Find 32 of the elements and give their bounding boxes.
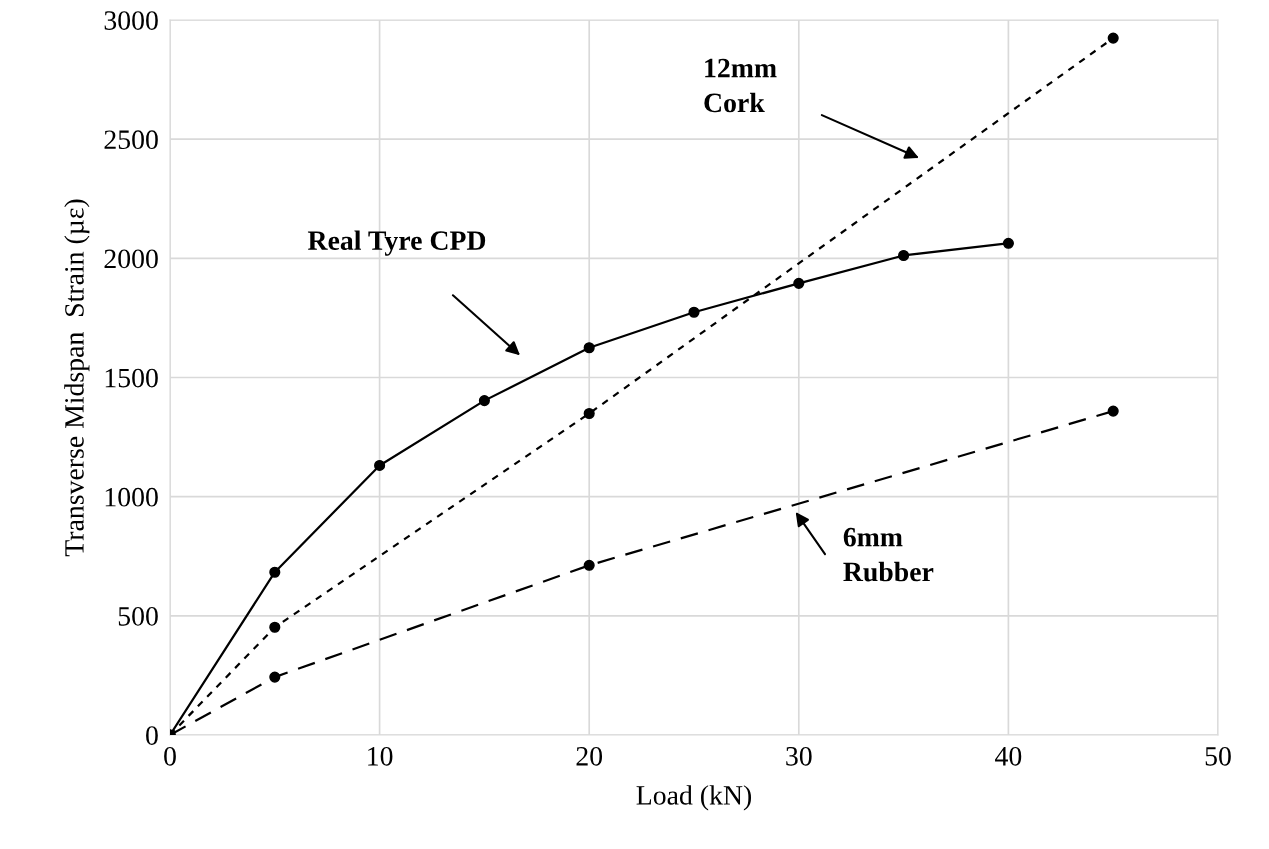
point [269,566,281,578]
point [1002,237,1014,249]
y-tick-label: 0 [146,726,158,745]
point [583,559,595,571]
x-axis-title: Load (kN) [636,785,752,811]
y-tick-label: 500 [118,607,158,626]
y-tick-label: 2000 [104,249,158,269]
x-tick-label: 10 [368,746,393,766]
y-tick-label: 3000 [104,11,158,30]
y-tick-label: 2500 [104,130,158,150]
y-tick-label: 1500 [105,368,158,388]
point [1107,405,1119,417]
point [478,395,490,407]
point [688,306,700,318]
point [583,342,595,354]
x-tick-label: 0 [164,746,176,766]
point [793,277,805,289]
x-tick-label: 30 [786,746,812,766]
annotation: 6mm Rubber [843,527,934,582]
point [269,671,281,683]
annotation: Real Tyre CPD [307,230,486,256]
x-tick-label: 20 [576,746,603,766]
point [269,621,281,633]
annotation: 12mm Cork [704,58,777,113]
x-tick-label: 50 [1205,746,1231,766]
point [1107,32,1119,44]
point [374,459,386,472]
point [583,407,595,420]
point [898,249,910,262]
y-tick-label: 1000 [105,487,158,507]
x-tick-label: 40 [995,746,1022,766]
y-axis-title: Transverse Midspan Strain (µε) [64,199,90,557]
